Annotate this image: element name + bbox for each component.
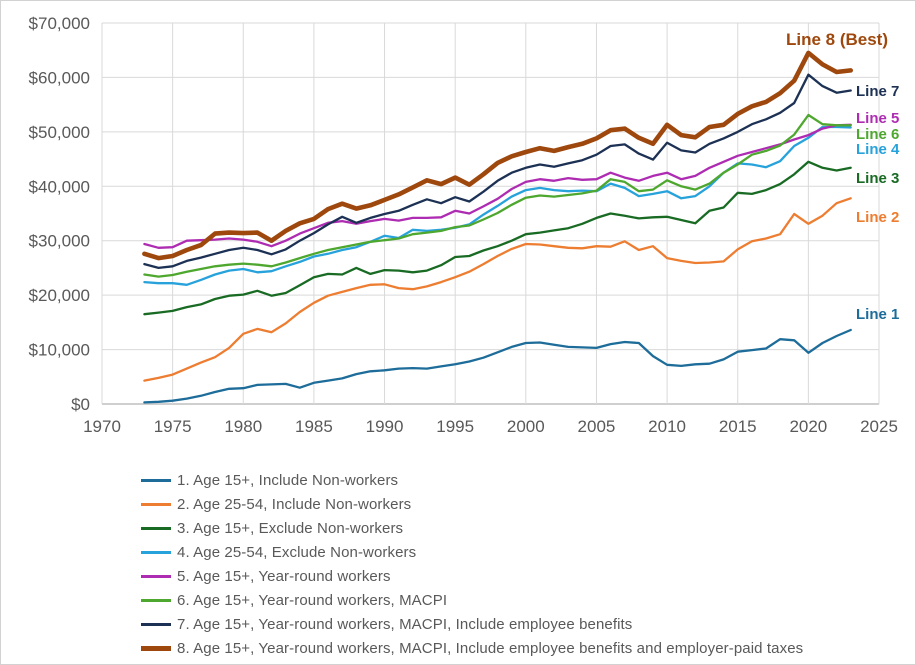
series-line-6 [143,113,852,278]
legend-label: 1. Age 15+, Include Non-workers [177,471,399,489]
x-axis-tick-label: 1990 [366,417,404,436]
series-line-2 [143,197,852,382]
x-axis-tick-label: 2020 [789,417,827,436]
series-line-4 [143,125,852,286]
legend-label: 5. Age 15+, Year-round workers [177,567,391,585]
series-line-7 [143,73,852,270]
legend-swatch-icon [141,502,171,506]
legend-item: 2. Age 25-54, Include Non-workers [141,492,915,516]
x-axis-tick-label: 1970 [83,417,121,436]
legend-swatch-icon [141,622,171,626]
legend-item: 6. Age 15+, Year-round workers, MACPI [141,588,915,612]
line-chart: $0 $10,000 $20,000 $30,000 $40,000 $50,000 $60… [29,14,900,436]
series-line-3 [143,160,852,316]
chart-legend: 1. Age 15+, Include Non-workers 2. Age 25… [1,468,915,660]
line-annotation-label: Line 6 [856,126,899,143]
line-annotation-label: Line 7 [856,83,899,100]
y-axis-tick-label: $30,000 [29,232,90,251]
series-line-5 [143,123,852,249]
line-annotation-label: Line 2 [856,209,899,226]
legend-swatch-icon [141,574,171,578]
x-axis-tick-label: 1995 [436,417,474,436]
x-axis-tick-label: 1980 [224,417,262,436]
legend-item: 8. Age 15+, Year-round workers, MACPI, I… [141,636,915,660]
x-axis-tick-label: 2010 [648,417,686,436]
x-axis-tick-label: 2000 [507,417,545,436]
legend-label: 4. Age 25-54, Exclude Non-workers [177,543,417,561]
legend-item: 4. Age 25-54, Exclude Non-workers [141,540,915,564]
x-axis-tick-label: 2025 [860,417,898,436]
y-axis-tick-label: $40,000 [29,177,90,196]
y-axis-tick-label: $70,000 [29,14,90,33]
series-line-8 [142,50,854,261]
legend-item: 7. Age 15+, Year-round workers, MACPI, I… [141,612,915,636]
line-annotation-label: Line 5 [856,110,899,127]
y-axis-tick-label: $60,000 [29,68,90,87]
line-annotation-label: Line 3 [856,170,899,187]
x-axis-tick-label: 1975 [154,417,192,436]
legend-label: 7. Age 15+, Year-round workers, MACPI, I… [177,615,633,633]
legend-item: 5. Age 15+, Year-round workers [141,564,915,588]
legend-swatch-icon [141,526,171,530]
line-annotation-label: Line 8 (Best) [786,30,888,49]
y-axis-tick-label: $20,000 [29,286,90,305]
y-axis-tick-label: $50,000 [29,123,90,142]
legend-swatch-icon [141,645,171,651]
x-axis-tick-label: 1985 [295,417,333,436]
y-axis-tick-label: $10,000 [29,341,90,360]
legend-label: 6. Age 15+, Year-round workers, MACPI [177,591,448,609]
line-annotation-label: Line 4 [856,141,900,158]
legend-swatch-icon [141,598,171,602]
legend-label: 8. Age 15+, Year-round workers, MACPI, I… [177,639,804,657]
x-axis-tick-label: 2015 [719,417,757,436]
legend-label: 3. Age 15+, Exclude Non-workers [177,519,404,537]
legend-item: 3. Age 15+, Exclude Non-workers [141,516,915,540]
y-axis-tick-label: $0 [71,395,90,414]
legend-swatch-icon [141,550,171,554]
line-annotation-label: Line 1 [856,306,899,323]
x-axis-tick-label: 2005 [578,417,616,436]
series-line-1 [143,328,852,404]
legend-swatch-icon [141,478,171,482]
legend-item: 1. Age 15+, Include Non-workers [141,468,915,492]
legend-label: 2. Age 25-54, Include Non-workers [177,495,412,513]
